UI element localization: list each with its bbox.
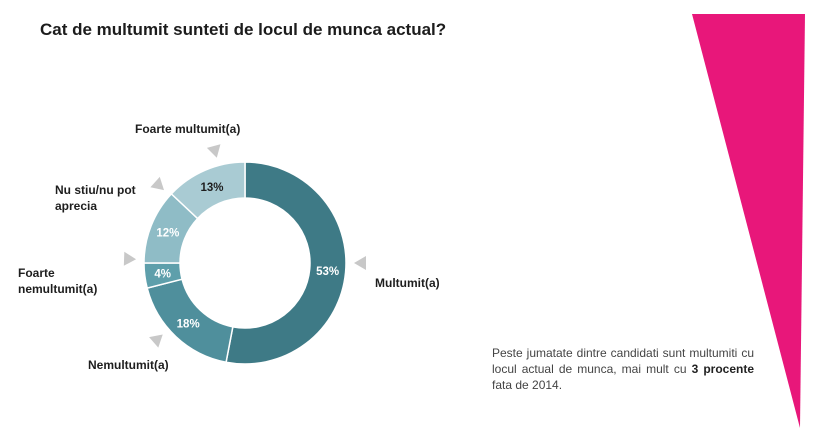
slice-value-foarte-nemultumit-a: 4% [154,268,171,280]
label-marker-nemultumit-a [149,334,163,348]
donut-slice-foarte-multumit-a [170,161,246,220]
slice-value-nu-stiu-nu-pot-aprecia: 12% [156,227,179,239]
slice-label-multumit-a: Multumit(a) [375,276,440,290]
donut-slice-multumit-a [225,161,347,365]
label-marker-foarte-nemultumit-a [123,251,137,266]
label-marker-foarte-multumit-a [206,144,221,158]
slice-label-foarte-nemultumit-a: Foarte nemultumit(a) [18,266,97,296]
slice-value-multumit-a: 53% [316,266,339,278]
slice-label-foarte-multumit-a: Foarte multumit(a) [135,122,240,136]
summary-note: Peste jumatate dintre candidati sunt mul… [492,345,754,393]
slice-label-nu-stiu-nu-pot-aprecia: Nu stiu/nu pot aprecia [55,183,136,213]
label-marker-nu-stiu-nu-pot-aprecia [150,176,164,191]
note-text: Peste jumatate dintre candidati sunt mul… [492,346,754,376]
note-highlight: 3 procente [691,362,754,376]
slice-value-foarte-multumit-a: 13% [201,182,224,194]
slice-label-nemultumit-a: Nemultumit(a) [88,358,169,372]
label-marker-multumit-a [354,256,366,270]
chart-title: Cat de multumit sunteti de locul de munc… [40,20,447,39]
pink-accent-triangle [692,14,805,428]
note-text-end: fata de 2014. [492,378,563,392]
slice-value-nemultumit-a: 18% [177,319,200,331]
